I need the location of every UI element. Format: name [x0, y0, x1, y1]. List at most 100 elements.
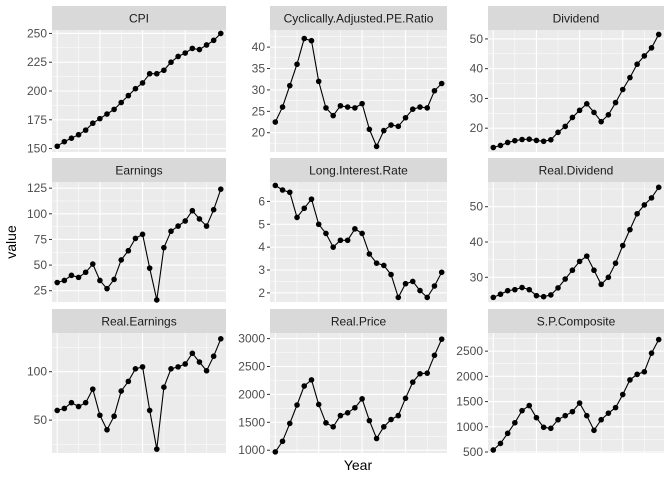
- data-point: [175, 364, 181, 370]
- data-point: [125, 92, 132, 99]
- strip-label: Long.Interest.Rate: [309, 164, 408, 178]
- data-point: [210, 353, 217, 360]
- data-point: [308, 37, 315, 44]
- data-point: [153, 446, 160, 452]
- data-point: [279, 438, 286, 445]
- data-point: [279, 104, 286, 110]
- data-point: [97, 115, 103, 122]
- data-point: [569, 267, 576, 274]
- data-point: [82, 127, 89, 133]
- data-point: [189, 207, 196, 214]
- data-point: [161, 244, 167, 251]
- data-point: [217, 186, 224, 192]
- data-point: [504, 287, 511, 294]
- data-point: [294, 61, 300, 68]
- data-point: [359, 230, 365, 237]
- data-point: [323, 230, 329, 237]
- panel-real-earnings: Real.Earnings 50 100: [27, 309, 226, 453]
- data-point: [315, 401, 322, 408]
- y-tick-label: 175: [27, 113, 47, 127]
- data-point: [402, 114, 409, 121]
- data-point: [279, 187, 286, 193]
- data-point: [132, 366, 139, 372]
- strip-background: [488, 6, 664, 30]
- data-point: [388, 271, 394, 278]
- y-tick-label: 6: [258, 194, 265, 208]
- y-axis-title: value: [3, 225, 19, 259]
- panel-cpi: CPI 150 175 200 225 250: [27, 6, 226, 156]
- data-point: [189, 350, 196, 357]
- data-point: [54, 407, 61, 414]
- data-point: [555, 416, 561, 423]
- data-point: [182, 50, 189, 56]
- data-point: [308, 377, 315, 383]
- data-point: [438, 269, 445, 276]
- data-point: [424, 294, 431, 301]
- y-tick-label: 5: [258, 217, 265, 231]
- data-point: [217, 30, 224, 37]
- data-point: [627, 74, 633, 81]
- data-point: [598, 281, 604, 288]
- data-point: [203, 367, 210, 374]
- data-point: [61, 138, 68, 145]
- data-point: [337, 237, 344, 244]
- y-tick-label: 30: [252, 83, 266, 97]
- data-point: [619, 391, 626, 398]
- data-point: [359, 396, 365, 402]
- data-point: [619, 86, 626, 93]
- strip-background: [52, 158, 226, 182]
- data-point: [431, 87, 438, 94]
- data-point: [655, 336, 662, 343]
- y-tick-label: 225: [27, 55, 47, 69]
- data-point: [431, 283, 438, 289]
- data-point: [286, 189, 293, 196]
- data-point: [344, 237, 351, 244]
- data-point: [388, 416, 394, 423]
- data-point: [97, 412, 103, 419]
- y-tick-label: 25: [34, 284, 48, 298]
- panel-dividend: Dividend 20 30 40 50: [470, 6, 664, 152]
- data-point: [583, 100, 590, 107]
- data-point: [366, 126, 373, 133]
- y-tick-label: 40: [470, 235, 484, 249]
- data-point: [373, 435, 380, 442]
- data-point: [104, 111, 110, 117]
- data-point: [89, 261, 96, 267]
- data-point: [424, 105, 431, 111]
- data-point: [417, 104, 423, 110]
- data-point: [612, 404, 619, 411]
- data-point: [562, 276, 569, 282]
- data-point: [75, 274, 82, 281]
- data-point: [395, 294, 402, 301]
- panel-background: [270, 30, 447, 152]
- data-point: [417, 287, 423, 294]
- data-point: [337, 412, 344, 419]
- data-point: [125, 378, 132, 385]
- data-point: [272, 182, 279, 189]
- data-point: [118, 257, 125, 263]
- data-point: [210, 37, 217, 44]
- y-tick-label: 100: [27, 207, 47, 221]
- y-tick-label: 150: [27, 142, 47, 156]
- data-point: [75, 403, 82, 410]
- y-tick-label: 2500: [238, 359, 265, 373]
- panel-background: [488, 30, 664, 152]
- data-point: [210, 206, 217, 213]
- data-point: [519, 136, 525, 143]
- data-point: [146, 265, 153, 271]
- data-point: [330, 423, 336, 430]
- panel-background: [52, 182, 226, 302]
- strip-label: Real.Dividend: [539, 164, 614, 178]
- data-point: [82, 269, 89, 276]
- data-point: [111, 106, 117, 113]
- data-point: [490, 294, 497, 301]
- data-point: [576, 258, 583, 265]
- data-point: [132, 85, 139, 92]
- y-tick-label: 3: [258, 263, 265, 277]
- data-point: [562, 412, 569, 419]
- strip-background: [52, 6, 226, 30]
- data-point: [373, 260, 380, 266]
- data-point: [168, 59, 174, 66]
- data-point: [89, 386, 96, 392]
- data-point: [330, 112, 336, 119]
